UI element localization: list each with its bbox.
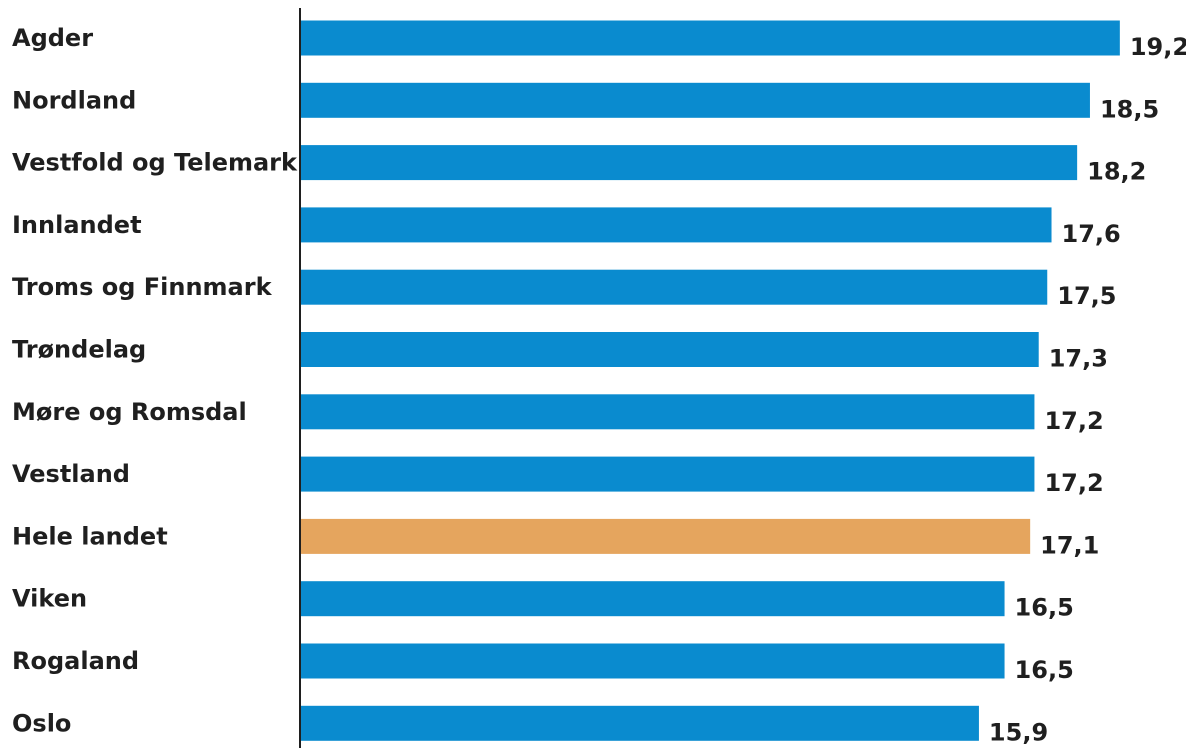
bar-troms-og-finnmark <box>300 269 1048 305</box>
category-label-troms-og-finnmark: Troms og Finnmark <box>12 273 273 301</box>
bar-trondelag <box>300 332 1039 367</box>
bar-nordland <box>300 82 1090 118</box>
category-label-oslo: Oslo <box>12 709 71 737</box>
bar-viken <box>300 581 1005 617</box>
bars-group <box>300 20 1120 741</box>
category-label-more-og-romsdal: Møre og Romsdal <box>12 398 247 426</box>
value-label-vestfold-og-telemark: 18,2 <box>1087 158 1146 186</box>
bar-more-og-romsdal <box>300 394 1035 430</box>
category-label-nordland: Nordland <box>12 86 136 114</box>
bar-hele-landet <box>300 518 1031 554</box>
bar-vestfold-og-telemark <box>300 145 1078 181</box>
category-label-hele-landet: Hele landet <box>12 522 168 550</box>
value-label-troms-og-finnmark: 17,5 <box>1057 282 1116 310</box>
value-label-hele-landet: 17,1 <box>1040 531 1099 559</box>
category-label-agder: Agder <box>12 24 93 52</box>
bar-agder <box>300 20 1120 56</box>
category-label-innlandet: Innlandet <box>12 211 142 239</box>
bar-innlandet <box>300 207 1052 243</box>
value-labels-group: 19,2 18,5 18,2 17,6 17,5 17,3 17,2 17,2 17,1 16,5… <box>989 33 1186 746</box>
value-label-oslo: 15,9 <box>989 718 1048 746</box>
bar-oslo <box>300 705 979 741</box>
bar-vestland <box>300 456 1035 492</box>
value-label-rogaland: 16,5 <box>1015 656 1074 684</box>
value-label-viken: 16,5 <box>1015 594 1074 622</box>
category-labels-group: Agder Nordland Vestfold og Telemark Innland… <box>12 24 298 737</box>
value-label-innlandet: 17,6 <box>1062 220 1121 248</box>
value-label-trondelag: 17,3 <box>1049 345 1108 373</box>
value-label-more-og-romsdal: 17,2 <box>1044 407 1103 435</box>
value-label-vestland: 17,2 <box>1044 469 1103 497</box>
category-label-vestfold-og-telemark: Vestfold og Telemark <box>12 149 298 177</box>
category-label-trondelag: Trøndelag <box>12 336 146 364</box>
value-label-agder: 19,2 <box>1130 33 1186 61</box>
category-label-viken: Viken <box>12 585 87 613</box>
value-label-nordland: 18,5 <box>1100 95 1159 123</box>
category-label-vestland: Vestland <box>12 460 130 488</box>
category-label-rogaland: Rogaland <box>12 647 139 675</box>
bar-rogaland <box>300 643 1005 679</box>
